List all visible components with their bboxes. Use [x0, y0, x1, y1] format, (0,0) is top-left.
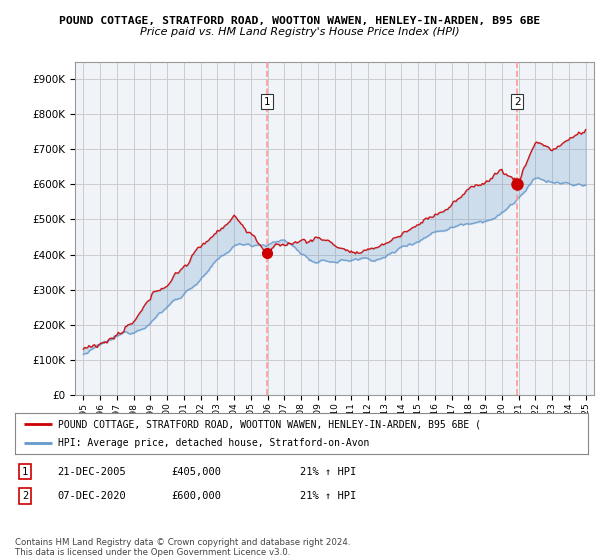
Text: 2: 2 [22, 491, 28, 501]
Text: 07-DEC-2020: 07-DEC-2020 [57, 491, 126, 501]
Text: 1: 1 [22, 466, 28, 477]
Text: Contains HM Land Registry data © Crown copyright and database right 2024.
This d: Contains HM Land Registry data © Crown c… [15, 538, 350, 557]
Text: 1: 1 [264, 96, 271, 106]
Text: 21-DEC-2005: 21-DEC-2005 [57, 466, 126, 477]
Text: £600,000: £600,000 [171, 491, 221, 501]
Text: 21% ↑ HPI: 21% ↑ HPI [300, 466, 356, 477]
Text: POUND COTTAGE, STRATFORD ROAD, WOOTTON WAWEN, HENLEY-IN-ARDEN, B95 6BE: POUND COTTAGE, STRATFORD ROAD, WOOTTON W… [59, 16, 541, 26]
Text: £405,000: £405,000 [171, 466, 221, 477]
Text: Price paid vs. HM Land Registry's House Price Index (HPI): Price paid vs. HM Land Registry's House … [140, 27, 460, 37]
Text: HPI: Average price, detached house, Stratford-on-Avon: HPI: Average price, detached house, Stra… [58, 438, 370, 447]
Text: POUND COTTAGE, STRATFORD ROAD, WOOTTON WAWEN, HENLEY-IN-ARDEN, B95 6BE (: POUND COTTAGE, STRATFORD ROAD, WOOTTON W… [58, 419, 481, 429]
Text: 21% ↑ HPI: 21% ↑ HPI [300, 491, 356, 501]
Text: 2: 2 [514, 96, 521, 106]
